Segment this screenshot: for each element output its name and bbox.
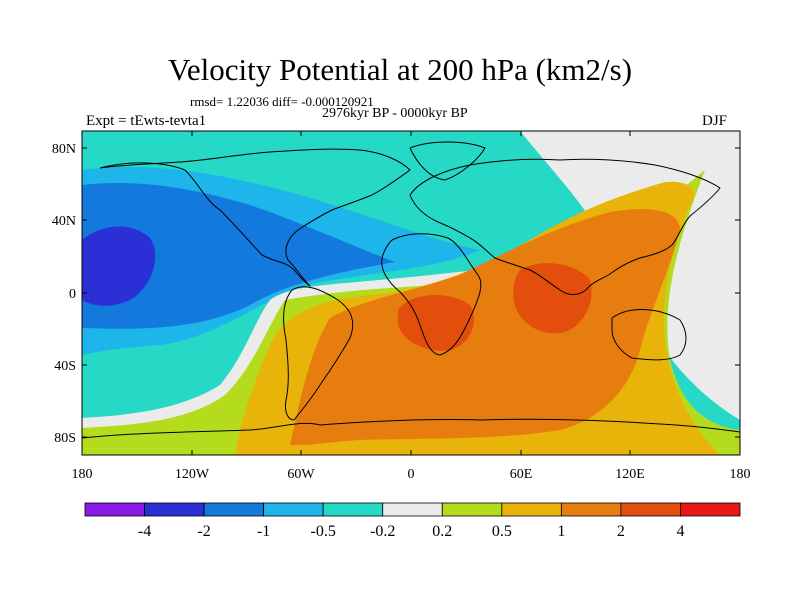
experiment-label: Expt = tEwts-tevta1	[86, 113, 207, 129]
colorbar-label: -4	[138, 523, 151, 540]
contour-field	[82, 131, 740, 455]
lat-tick-label: 40S	[54, 359, 76, 374]
lat-tick-label: 0	[69, 287, 76, 302]
colorbar-swatch	[680, 502, 741, 517]
colorbar-label: 0.5	[492, 523, 512, 540]
colorbar-swatch	[620, 502, 681, 517]
colorbar-label: 0.2	[432, 523, 452, 540]
colorbar-label: 2	[617, 523, 625, 540]
colorbar-swatch	[84, 502, 145, 517]
lon-tick-label: 180	[730, 467, 751, 482]
coast-africa	[381, 233, 482, 356]
coast-antarctica	[82, 418, 740, 439]
field-1	[290, 209, 680, 446]
tick-marks	[81, 131, 741, 455]
lat-tick-label: 40N	[52, 214, 76, 229]
colorbar-swatch	[203, 502, 265, 517]
period-label: 2976kyr BP - 0000kyr BP	[322, 106, 468, 121]
field-minus-2-west	[82, 226, 156, 306]
colorbar-label: 4	[676, 523, 684, 540]
coast-eurasia	[409, 158, 721, 295]
coast-australia	[611, 309, 687, 361]
colorbar-label: 1	[557, 523, 565, 540]
colorbar-swatch	[263, 502, 324, 517]
colorbar-label: -1	[257, 523, 270, 540]
lon-tick-label: 0	[408, 467, 415, 482]
field-2-indian	[513, 263, 592, 334]
colorbar-swatch	[441, 502, 503, 517]
coast-south-america	[283, 286, 354, 421]
coast-north-america	[99, 148, 411, 287]
map-title: Velocity Potential at 200 hPa (km2/s)	[167, 52, 633, 87]
colorbar: -4 -2 -1 -0.5 -0.2 0.2 0.5 1 2 4	[84, 502, 741, 540]
colorbar-swatch	[322, 502, 384, 517]
colorbar-swatch	[382, 502, 443, 517]
lon-tick-label: 120W	[175, 467, 210, 482]
coastlines	[82, 141, 740, 439]
lat-tick-label: 80S	[54, 431, 76, 446]
lon-tick-label: 60W	[287, 467, 315, 482]
colorbar-swatch	[501, 502, 562, 517]
lon-tick-label: 180	[72, 467, 93, 482]
colorbar-label: -2	[197, 523, 210, 540]
season-label: DJF	[702, 113, 728, 129]
colorbar-label: -0.2	[370, 523, 395, 540]
colorbar-label: -0.5	[311, 523, 336, 540]
coast-greenland	[409, 141, 486, 181]
colorbar-swatch	[560, 502, 622, 517]
stats-label: rmsd= 1.22036 diff= -0.000120921	[190, 94, 374, 109]
field-2-africa	[398, 294, 474, 351]
lon-tick-label: 120E	[615, 467, 645, 482]
field-minus-1-west	[82, 182, 395, 329]
lat-tick-label: 80N	[52, 142, 76, 157]
lon-tick-label: 60E	[510, 467, 533, 482]
colorbar-swatch	[144, 502, 205, 517]
